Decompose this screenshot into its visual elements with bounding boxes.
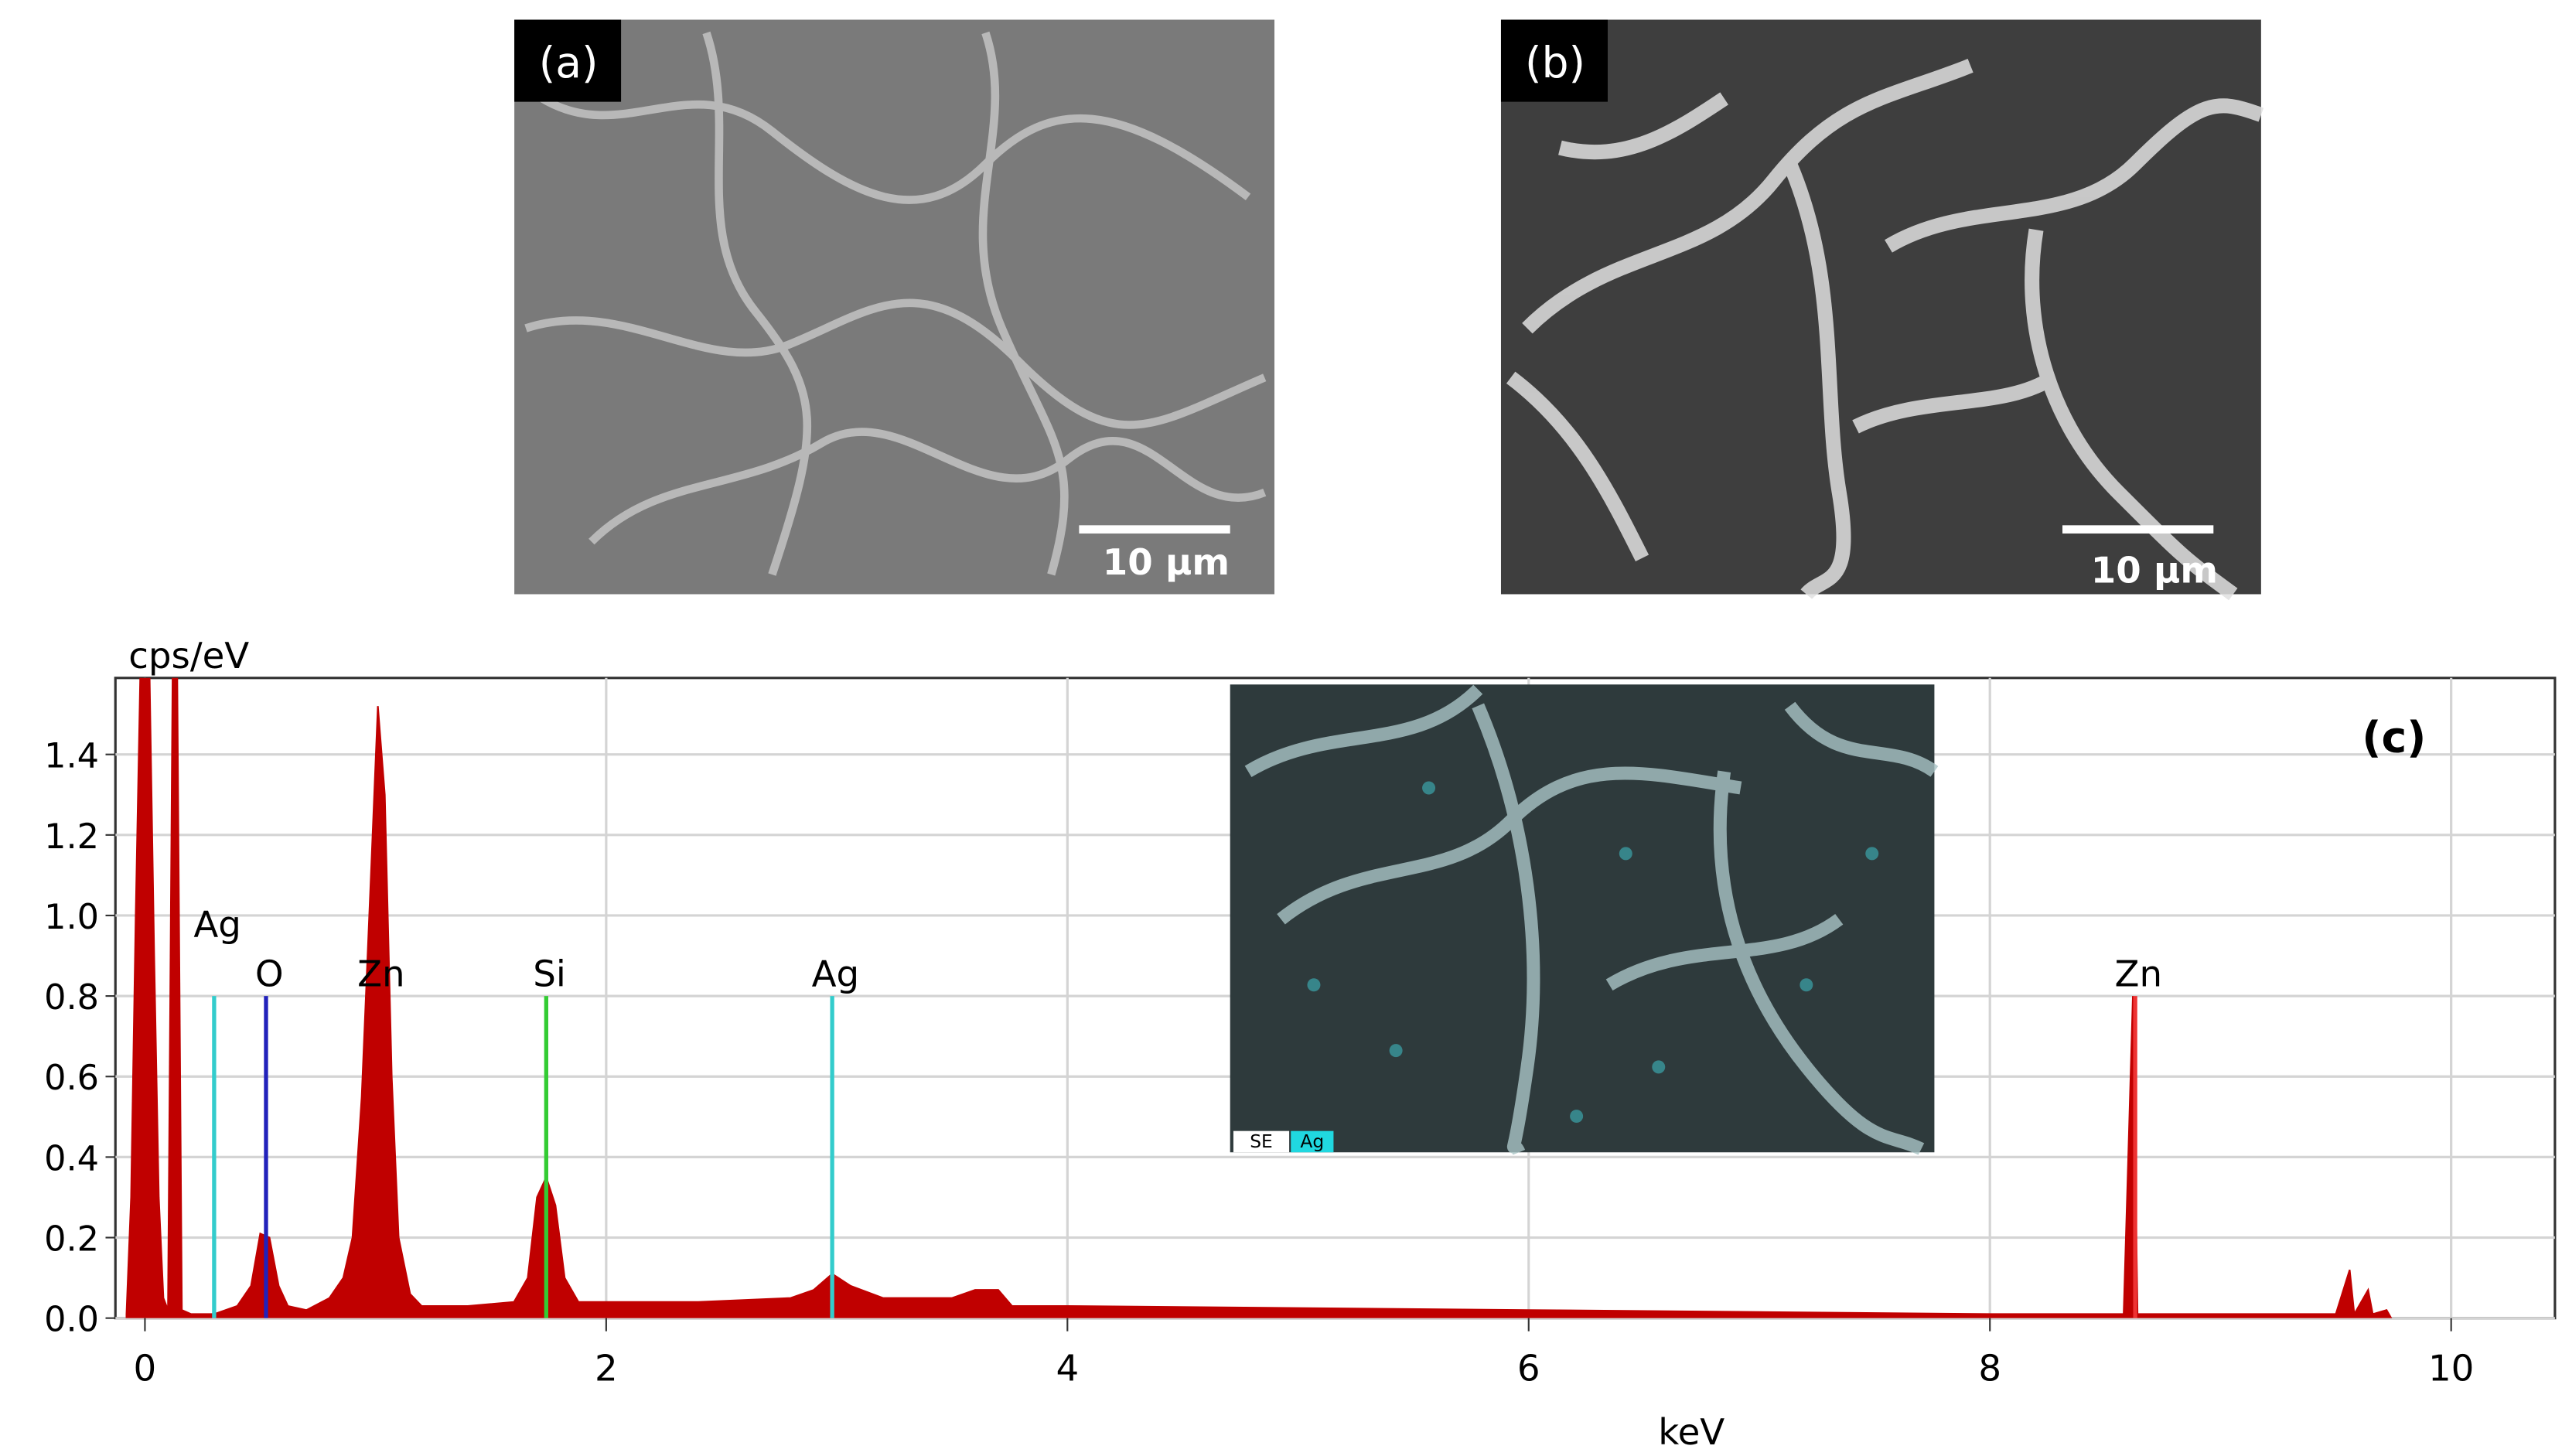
panel-label: (c) xyxy=(2362,713,2426,762)
y-tick-label: 0.6 xyxy=(44,1058,99,1098)
element-label: O xyxy=(255,953,284,995)
x-tick-label: 2 xyxy=(595,1348,618,1390)
sem-image-b: (b) 10 μm xyxy=(1500,19,2264,601)
y-axis-label: cps/eV xyxy=(128,636,249,677)
y-tick-label: 0.2 xyxy=(44,1219,99,1260)
inset-label: SE xyxy=(1250,1130,1273,1152)
x-tick-label: 4 xyxy=(1056,1348,1079,1390)
element-label: Zn xyxy=(357,953,405,995)
panel-label: (a) xyxy=(539,39,599,88)
x-axis-label: keV xyxy=(1658,1412,1724,1454)
element-label: Ag xyxy=(812,953,860,995)
y-tick-label: 0.4 xyxy=(44,1138,99,1178)
element-label: Ag xyxy=(193,905,241,946)
element-label: Zn xyxy=(2115,953,2163,995)
y-tick-label: 0.0 xyxy=(44,1300,99,1340)
sem-image-a: (a) 10 μm xyxy=(514,19,1275,595)
spectrum-area xyxy=(125,677,2393,1318)
x-tick-label: 0 xyxy=(134,1348,157,1390)
axes: 0.0 0.2 0.4 0.6 0.8 1.0 1.2 1.4 0 2 4 6 8 10 xyxy=(44,736,2474,1390)
x-tick-label: 10 xyxy=(2428,1348,2474,1390)
element-label: Si xyxy=(533,953,566,995)
x-tick-label: 6 xyxy=(1517,1348,1540,1390)
y-tick-label: 1.2 xyxy=(44,817,99,857)
panel-label: (b) xyxy=(1525,39,1585,88)
spectrum xyxy=(125,677,2393,1318)
y-tick-label: 1.4 xyxy=(44,736,99,776)
inset-map: SE Ag xyxy=(1230,684,1939,1155)
y-tick-label: 0.8 xyxy=(44,977,99,1018)
scale-bar-label: 10 μm xyxy=(1103,542,1230,584)
scale-bar-label: 10 μm xyxy=(2091,551,2218,592)
inset-label: Ag xyxy=(1300,1130,1324,1152)
y-tick-label: 1.0 xyxy=(44,897,99,937)
x-tick-label: 8 xyxy=(1978,1348,2001,1390)
element-lines: Ag O Zn Si Ag Zn xyxy=(193,905,2162,1318)
